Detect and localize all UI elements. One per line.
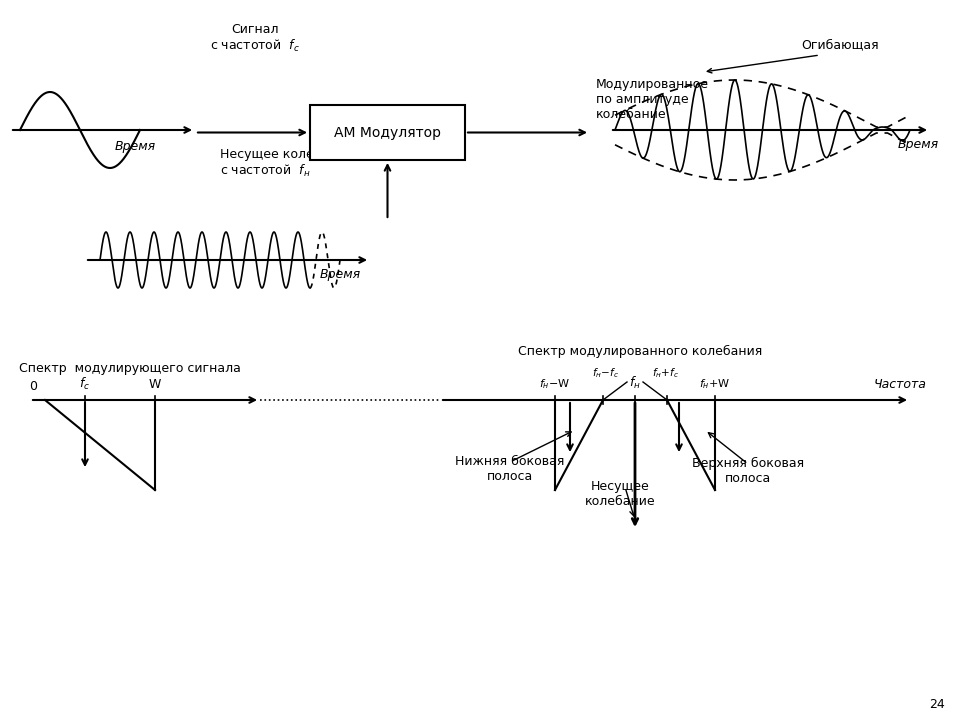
Text: Время: Время [114,140,156,153]
Text: W: W [149,378,161,391]
Text: 24: 24 [929,698,945,711]
Text: Время: Время [898,138,939,151]
Text: $f_c$: $f_c$ [80,376,90,392]
Text: $f_н$$+$W: $f_н$$+$W [700,377,731,391]
Text: Сигнал
с частотой  $f_c$: Сигнал с частотой $f_c$ [210,22,300,54]
Text: АМ Модулятор: АМ Модулятор [334,125,441,140]
Text: 0: 0 [29,380,37,393]
Text: Огибающая: Огибающая [802,38,878,51]
Text: $f_н$$-$$f_c$: $f_н$$-$$f_c$ [591,366,618,380]
Text: Частота: Частота [874,378,926,391]
Text: $f_н$$+$$f_c$: $f_н$$+$$f_c$ [652,366,679,380]
Text: Несущее
колебание: Несущее колебание [585,480,656,508]
Text: $f_н$: $f_н$ [629,375,641,391]
Text: Нижняя боковая
полоса: Нижняя боковая полоса [455,455,564,483]
Text: Спектр  модулирующего сигнала: Спектр модулирующего сигнала [19,362,241,375]
Bar [310,105,465,160]
Text: Время: Время [320,268,361,281]
Text: Верхняя боковая
полоса: Верхняя боковая полоса [692,457,804,485]
Text: $f_н$$-$W: $f_н$$-$W [540,377,570,391]
Text: Модулированное
по амплитуде
колебание: Модулированное по амплитуде колебание [596,78,709,121]
Text: Спектр модулированного колебания: Спектр модулированного колебания [517,345,762,358]
Text: Несущее колебание
с частотой  $f_н$: Несущее колебание с частотой $f_н$ [220,148,353,179]
